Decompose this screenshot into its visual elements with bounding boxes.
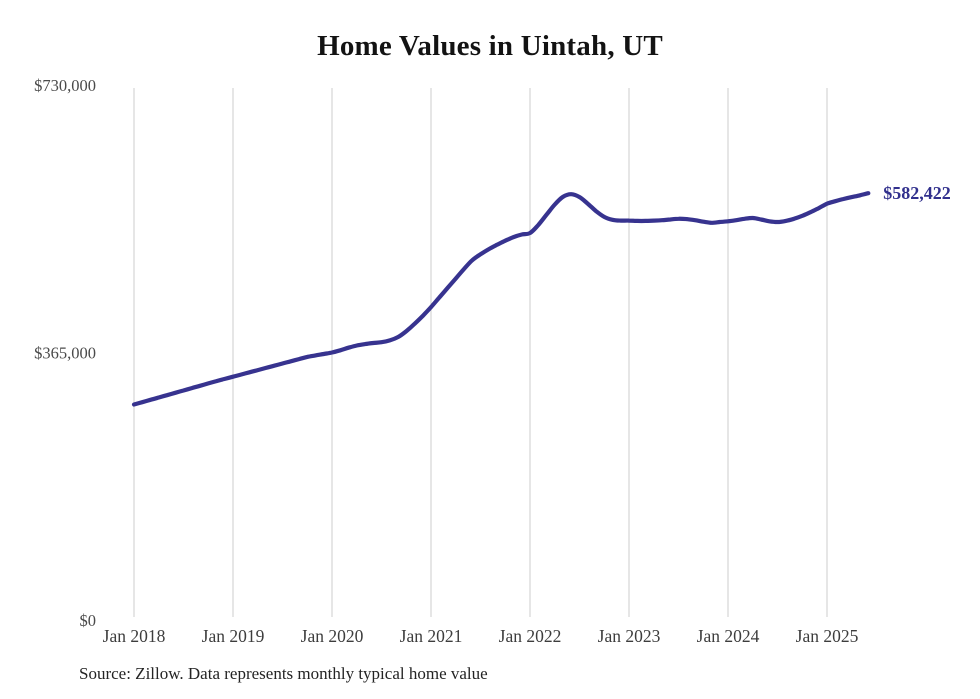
x-tick-label: Jan 2021 bbox=[400, 626, 463, 646]
series-group bbox=[131, 191, 871, 407]
gridlines-group bbox=[133, 88, 828, 617]
series-line bbox=[131, 191, 871, 407]
x-tick-label: Jan 2023 bbox=[598, 626, 661, 646]
x-tick-label: Jan 2018 bbox=[103, 626, 166, 646]
end-value-label: $582,422 bbox=[883, 183, 951, 204]
y-tick-label: $365,000 bbox=[34, 344, 96, 363]
x-tick-label: Jan 2022 bbox=[499, 626, 562, 646]
x-tick-label: Jan 2025 bbox=[796, 626, 859, 646]
chart-title: Home Values in Uintah, UT bbox=[317, 30, 663, 62]
x-tick-label: Jan 2019 bbox=[202, 626, 265, 646]
x-tick-label: Jan 2024 bbox=[697, 626, 760, 646]
y-tick-label: $0 bbox=[80, 611, 97, 630]
axis-labels-group: Jan 2018 Jan 2019 Jan 2020 Jan 2021 Jan 2022… bbox=[34, 76, 858, 646]
x-tick-label: Jan 2020 bbox=[301, 626, 364, 646]
source-note: Source: Zillow. Data represents monthly … bbox=[79, 664, 488, 683]
y-tick-label: $730,000 bbox=[34, 76, 96, 95]
